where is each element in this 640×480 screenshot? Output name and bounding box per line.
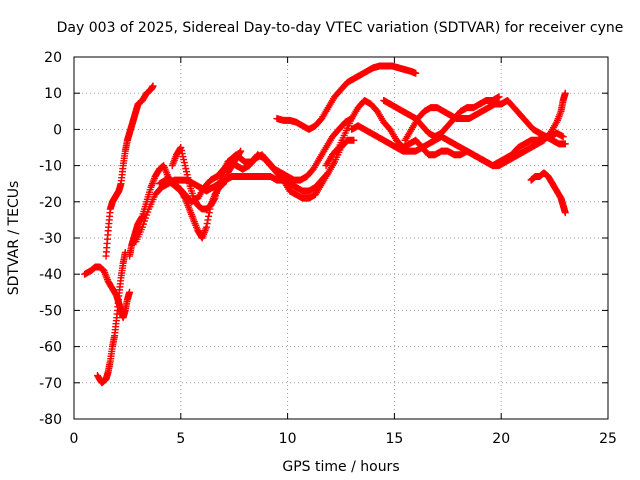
y-tick-label: -70 (39, 376, 62, 392)
x-tick-label: 5 (176, 431, 185, 447)
x-tick-label: 20 (492, 431, 510, 447)
data-point (126, 288, 134, 296)
data-point (205, 209, 213, 217)
data-point (202, 223, 210, 231)
data-point (561, 140, 569, 148)
data-point (334, 145, 342, 153)
series-track-2 (93, 248, 129, 387)
y-tick-label: 10 (44, 86, 62, 102)
data-point (203, 220, 211, 228)
data-point (559, 133, 567, 141)
series-track-1 (81, 263, 134, 322)
data-point (561, 89, 569, 97)
data-point (149, 82, 157, 90)
series-track-12 (401, 96, 569, 148)
x-tick-label: 10 (279, 431, 297, 447)
y-tick-label: -30 (39, 231, 62, 247)
y-tick-label: -10 (39, 159, 62, 175)
y-tick-label: -20 (39, 195, 62, 211)
x-tick-label: 15 (385, 431, 403, 447)
data-point (412, 69, 420, 77)
y-tick-label: 20 (44, 50, 62, 66)
data-point (495, 93, 503, 101)
series-track-13 (527, 169, 569, 217)
y-axis: -80 -70 -60 -50 -40 -30 -20 -10 0 10 20 (39, 50, 608, 428)
data-point (205, 212, 213, 220)
x-tick-label: 25 (599, 431, 617, 447)
data-point (350, 136, 358, 144)
x-tick-label: 0 (70, 431, 79, 447)
y-tick-label: -60 (39, 340, 62, 356)
data-point (237, 147, 245, 155)
y-tick-label: -80 (39, 412, 62, 428)
series-track-8 (273, 62, 420, 133)
grid (74, 57, 608, 419)
y-axis-label: SDTVAR / TECUs (6, 181, 22, 296)
y-tick-label: 0 (53, 122, 62, 138)
data-point (210, 195, 218, 203)
data-layer (81, 62, 569, 387)
y-tick-label: -40 (39, 267, 62, 283)
data-point (204, 216, 212, 224)
chart-title: Day 003 of 2025, Sidereal Day-to-day VTE… (57, 20, 624, 36)
data-point (561, 209, 569, 217)
x-axis: 0 5 10 15 20 25 (70, 57, 617, 447)
series-track-11 (380, 93, 503, 141)
y-tick-label: -50 (39, 303, 62, 319)
x-axis-label: GPS time / hours (282, 459, 399, 475)
series-track-3 (102, 82, 157, 260)
